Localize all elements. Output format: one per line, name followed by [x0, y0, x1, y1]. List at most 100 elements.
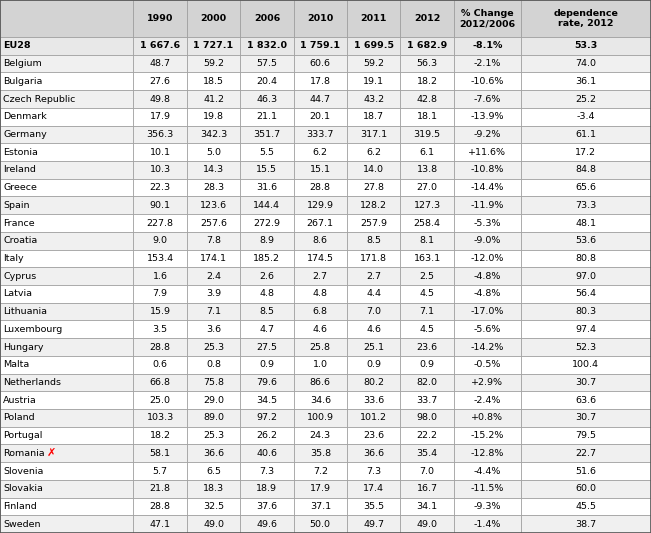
Text: 4.4: 4.4: [366, 289, 381, 298]
Text: 30.7: 30.7: [575, 378, 596, 387]
Bar: [133, 320, 187, 338]
Text: 53.3: 53.3: [574, 42, 598, 50]
Bar: [347, 356, 400, 374]
Text: 7.3: 7.3: [259, 466, 275, 475]
Bar: [400, 409, 454, 427]
Bar: [133, 338, 187, 356]
Text: 14.0: 14.0: [363, 165, 384, 174]
Text: 4.8: 4.8: [259, 289, 275, 298]
Text: 8.1: 8.1: [419, 236, 435, 245]
Bar: [133, 108, 187, 126]
Bar: [240, 462, 294, 480]
Text: -9.0%: -9.0%: [473, 236, 501, 245]
Text: 1 667.6: 1 667.6: [140, 42, 180, 50]
Bar: [294, 285, 347, 303]
Text: 7.1: 7.1: [419, 307, 435, 316]
Bar: [521, 515, 651, 533]
Text: 48.7: 48.7: [150, 59, 171, 68]
Bar: [347, 462, 400, 480]
Bar: [454, 90, 521, 108]
Bar: [521, 214, 651, 232]
Bar: [521, 232, 651, 249]
Text: Lithuania: Lithuania: [3, 307, 47, 316]
Text: 2.6: 2.6: [259, 272, 275, 281]
Bar: [400, 303, 454, 320]
Bar: [133, 374, 187, 391]
Text: 33.6: 33.6: [363, 395, 384, 405]
Text: 0.6: 0.6: [152, 360, 168, 369]
Text: Austria: Austria: [3, 395, 36, 405]
Text: -2.1%: -2.1%: [473, 59, 501, 68]
Bar: [454, 249, 521, 267]
Bar: [400, 320, 454, 338]
Bar: [454, 0, 521, 37]
Text: 36.1: 36.1: [575, 77, 596, 86]
Bar: [400, 214, 454, 232]
Bar: [240, 214, 294, 232]
Bar: [347, 143, 400, 161]
Bar: [0, 356, 133, 374]
Text: 52.3: 52.3: [575, 343, 596, 351]
Bar: [347, 498, 400, 515]
Bar: [347, 409, 400, 427]
Bar: [347, 126, 400, 143]
Bar: [133, 462, 187, 480]
Text: 34.5: 34.5: [256, 395, 277, 405]
Text: 4.5: 4.5: [419, 289, 435, 298]
Bar: [454, 37, 521, 55]
Text: 127.3: 127.3: [413, 201, 441, 210]
Text: -10.8%: -10.8%: [471, 165, 504, 174]
Text: 267.1: 267.1: [307, 219, 334, 228]
Text: 1 832.0: 1 832.0: [247, 42, 287, 50]
Text: 0.9: 0.9: [419, 360, 435, 369]
Bar: [347, 427, 400, 445]
Bar: [521, 356, 651, 374]
Bar: [454, 498, 521, 515]
Text: 10.1: 10.1: [150, 148, 171, 157]
Bar: [294, 391, 347, 409]
Text: 15.5: 15.5: [256, 165, 277, 174]
Bar: [0, 303, 133, 320]
Text: EU28: EU28: [3, 42, 31, 50]
Bar: [187, 462, 240, 480]
Text: 49.6: 49.6: [256, 520, 277, 529]
Bar: [187, 249, 240, 267]
Bar: [294, 161, 347, 179]
Bar: [454, 409, 521, 427]
Text: 14.3: 14.3: [203, 165, 224, 174]
Bar: [133, 72, 187, 90]
Bar: [187, 37, 240, 55]
Bar: [454, 303, 521, 320]
Text: -12.8%: -12.8%: [471, 449, 504, 458]
Text: 29.0: 29.0: [203, 395, 224, 405]
Text: -13.9%: -13.9%: [471, 112, 504, 121]
Bar: [454, 179, 521, 197]
Text: 28.3: 28.3: [203, 183, 224, 192]
Text: 51.6: 51.6: [575, 466, 596, 475]
Bar: [454, 126, 521, 143]
Bar: [454, 445, 521, 462]
Bar: [294, 374, 347, 391]
Bar: [294, 480, 347, 498]
Bar: [347, 161, 400, 179]
Bar: [0, 90, 133, 108]
Text: 42.8: 42.8: [417, 94, 437, 103]
Text: 63.6: 63.6: [575, 395, 596, 405]
Text: -4.8%: -4.8%: [473, 272, 501, 281]
Text: 0.8: 0.8: [206, 360, 221, 369]
Bar: [400, 197, 454, 214]
Bar: [347, 391, 400, 409]
Text: 351.7: 351.7: [253, 130, 281, 139]
Bar: [400, 480, 454, 498]
Bar: [294, 320, 347, 338]
Text: 6.2: 6.2: [312, 148, 328, 157]
Text: 28.8: 28.8: [150, 502, 171, 511]
Text: Greece: Greece: [3, 183, 37, 192]
Text: +0.8%: +0.8%: [471, 414, 503, 422]
Bar: [521, 72, 651, 90]
Bar: [240, 320, 294, 338]
Text: 171.8: 171.8: [360, 254, 387, 263]
Text: 1 682.9: 1 682.9: [407, 42, 447, 50]
Bar: [0, 445, 133, 462]
Text: 44.7: 44.7: [310, 94, 331, 103]
